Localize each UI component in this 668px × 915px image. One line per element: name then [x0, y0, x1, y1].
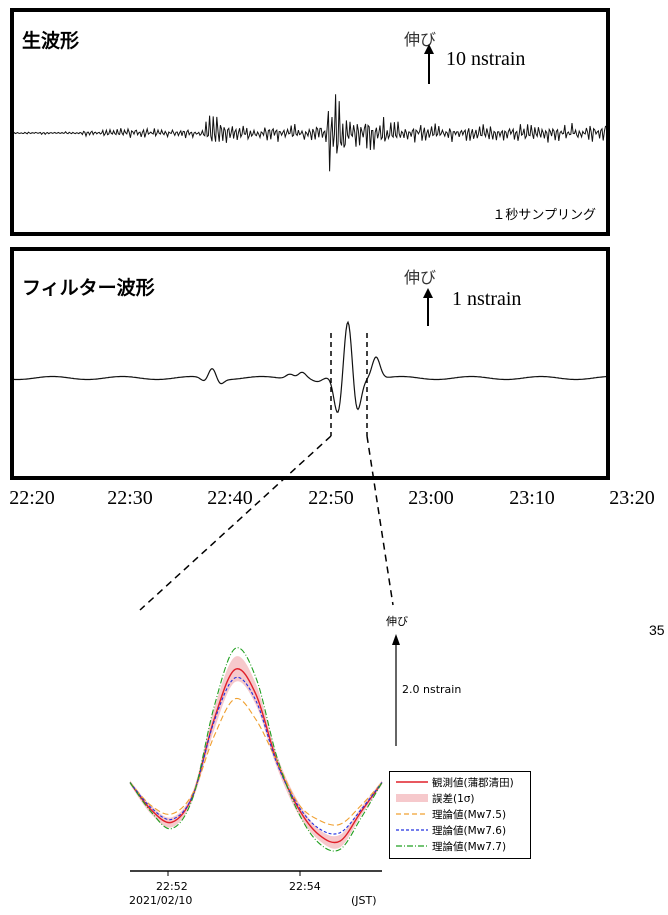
- raw-stretch-label: 伸び: [404, 30, 437, 49]
- time-tick-3: 22:50: [308, 487, 354, 509]
- filtered-waveform-panel: フィルター波形 伸び 1 nstrain: [10, 247, 610, 480]
- raw-waveform-line: [13, 94, 607, 172]
- zoom-tz-label: (JST): [351, 894, 377, 907]
- zoom-date-label: 2021/02/10: [129, 894, 193, 907]
- filter-scale-label: 1 nstrain: [452, 288, 522, 310]
- mw75-series-line: [129, 697, 383, 826]
- raw-panel-title: 生波形: [22, 30, 80, 52]
- zoom-connector-left: [139, 435, 332, 611]
- time-tick-2: 22:40: [207, 487, 253, 509]
- filter-panel-title: フィルター波形: [22, 277, 155, 299]
- error-band: [130, 656, 382, 849]
- zoom-x-tick-1: 22:54: [289, 880, 321, 893]
- observed-series-line: [129, 668, 383, 844]
- time-tick-4: 23:00: [408, 487, 454, 509]
- time-tick-0: 22:20: [9, 487, 55, 509]
- zoom-connector-right: [366, 435, 394, 606]
- time-tick-6: 23:20: [609, 487, 655, 509]
- filtered-waveform-line: [13, 320, 607, 413]
- time-tick-1: 22:30: [107, 487, 153, 509]
- zoom-x-tick-0: 22:52: [156, 880, 188, 893]
- zoom-legend: 観測値(蒲郡清田) 誤差(1σ) 理論値(Mw7.5) 理論値(Mw7.6) 理…: [389, 771, 531, 859]
- raw-waveform-panel: 生波形 伸び 10 nstrain １秒サンプリング: [10, 8, 610, 236]
- raw-arrow-head: [424, 44, 434, 54]
- zoom-stretch-label: 伸び: [386, 615, 408, 628]
- page-number: 35: [649, 622, 665, 638]
- filter-arrow-head: [423, 288, 433, 298]
- time-tick-5: 23:10: [509, 487, 555, 509]
- sampling-note: １秒サンプリング: [492, 208, 596, 223]
- mw77-series-line: [129, 647, 383, 852]
- filter-stretch-label: 伸び: [404, 268, 437, 287]
- zoom-arrow-head: [392, 634, 400, 645]
- raw-scale-label: 10 nstrain: [446, 48, 526, 70]
- zoom-scale-label: 2.0 nstrain: [402, 683, 462, 696]
- mw76-series-line: [129, 676, 383, 835]
